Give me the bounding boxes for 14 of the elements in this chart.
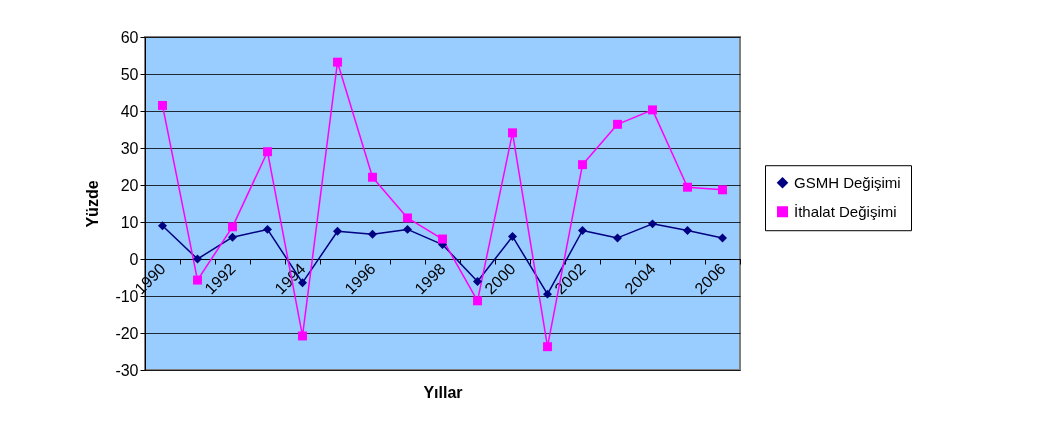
- legend-label: GSMH Değişimi: [794, 173, 901, 191]
- y-tick-label: 30: [120, 139, 139, 157]
- y-tick-label: -20: [115, 324, 139, 342]
- y-axis-title: Yüzde: [84, 180, 102, 228]
- y-tick-label: 10: [120, 213, 139, 231]
- x-axis-title: Yıllar: [423, 384, 463, 402]
- y-tick-label: 60: [120, 28, 139, 46]
- y-tick-label: -10: [115, 287, 139, 305]
- y-tick-label: 50: [120, 65, 139, 83]
- y-tick-label: -30: [115, 361, 139, 379]
- y-tick-label: 20: [120, 176, 139, 194]
- y-tick-label: 0: [129, 250, 139, 268]
- legend-label: İthalat Değişimi: [794, 202, 897, 220]
- y-tick-label: 40: [120, 102, 139, 120]
